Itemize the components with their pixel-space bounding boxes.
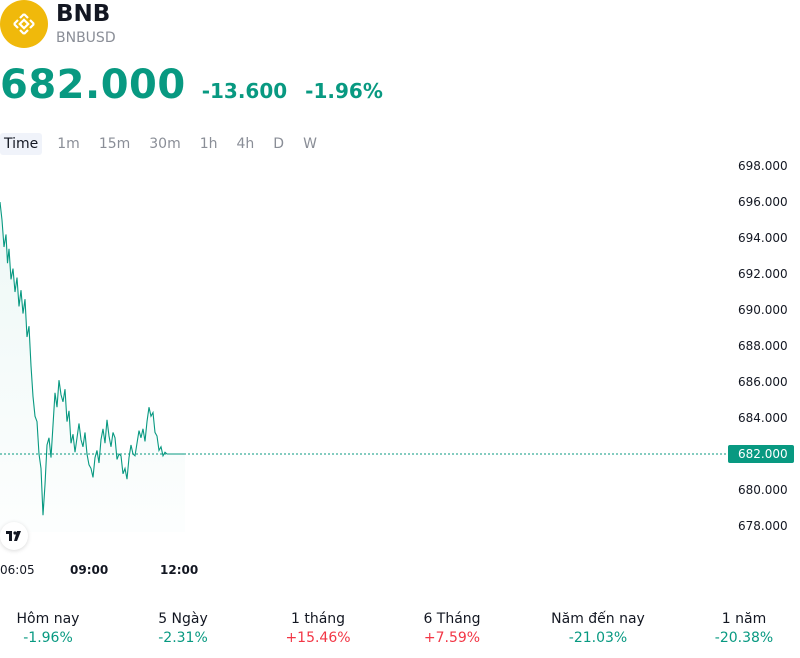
y-tick-label: 686.000 (738, 375, 788, 389)
perf-1-month[interactable]: 1 tháng +15.46% (253, 610, 383, 647)
price-chart-svg[interactable]: 698.000 696.000 694.000 692.000 690.000 688.0… (0, 156, 800, 586)
price-area (0, 202, 185, 532)
last-price: 682.000 (0, 62, 186, 108)
perf-today[interactable]: Hôm nay -1.96% (0, 610, 113, 647)
price-change: -13.600 (201, 79, 288, 103)
interval-selector: Time 1m 15m 30m 1h 4h D W (0, 132, 332, 156)
price-chart[interactable]: 698.000 696.000 694.000 692.000 690.000 688.0… (0, 156, 800, 586)
symbol-name: BNB (56, 1, 111, 27)
y-tick-label: 678.000 (738, 519, 788, 533)
x-tick-label: 06:05 (0, 563, 35, 577)
perf-value: -20.38% (714, 630, 774, 646)
quote-row: 682.000 -13.600 -1.96% (0, 62, 383, 110)
interval-time[interactable]: Time (0, 133, 43, 155)
perf-5-days[interactable]: 5 Ngày -2.31% (118, 610, 248, 647)
current-price-label-text: 682.000 (738, 447, 788, 461)
interval-1h[interactable]: 1h (199, 136, 218, 152)
interval-w[interactable]: W (303, 136, 317, 152)
performance-bar: Hôm nay -1.96% 5 Ngày -2.31% 1 tháng +15… (0, 610, 800, 650)
perf-value: -1.96% (23, 630, 73, 646)
current-price-label: 682.000 (728, 445, 794, 463)
bnb-logo-icon (0, 0, 48, 48)
y-tick-label: 692.000 (738, 267, 788, 281)
interval-1m[interactable]: 1m (57, 136, 80, 152)
perf-value: -21.03% (568, 630, 628, 646)
interval-4h[interactable]: 4h (236, 136, 255, 152)
perf-ytd[interactable]: Năm đến nay -21.03% (533, 610, 663, 647)
perf-label: Hôm nay (16, 611, 80, 627)
x-tick-label: 12:00 (160, 563, 198, 577)
symbol-header: BNB BNBUSD (0, 0, 800, 60)
interval-30m[interactable]: 30m (149, 136, 181, 152)
perf-label: 5 Ngày (158, 611, 208, 627)
perf-label: 1 tháng (290, 611, 346, 627)
interval-15m[interactable]: 15m (98, 136, 131, 152)
perf-value: +7.59% (423, 630, 481, 646)
y-tick-label: 688.000 (738, 339, 788, 353)
perf-label: 6 Tháng (423, 611, 481, 627)
interval-d[interactable]: D (273, 136, 285, 152)
x-tick-label: 09:00 (70, 563, 108, 577)
perf-label: Năm đến nay (551, 611, 645, 627)
perf-label: 1 năm (721, 611, 767, 627)
y-tick-label: 684.000 (738, 411, 788, 425)
perf-value: -2.31% (158, 630, 208, 646)
tradingview-logo-icon[interactable] (0, 522, 28, 550)
perf-value: +15.46% (285, 630, 351, 646)
ticker-name: BNBUSD (56, 30, 116, 46)
perf-6-months[interactable]: 6 Tháng +7.59% (387, 610, 517, 647)
y-tick-label: 698.000 (738, 159, 788, 173)
perf-1-year[interactable]: 1 năm -20.38% (679, 610, 800, 647)
y-tick-label: 696.000 (738, 195, 788, 209)
y-tick-label: 694.000 (738, 231, 788, 245)
price-change-percent: -1.96% (305, 79, 383, 103)
price-line (0, 201, 185, 516)
y-tick-label: 680.000 (738, 483, 788, 497)
y-tick-label: 690.000 (738, 303, 788, 317)
